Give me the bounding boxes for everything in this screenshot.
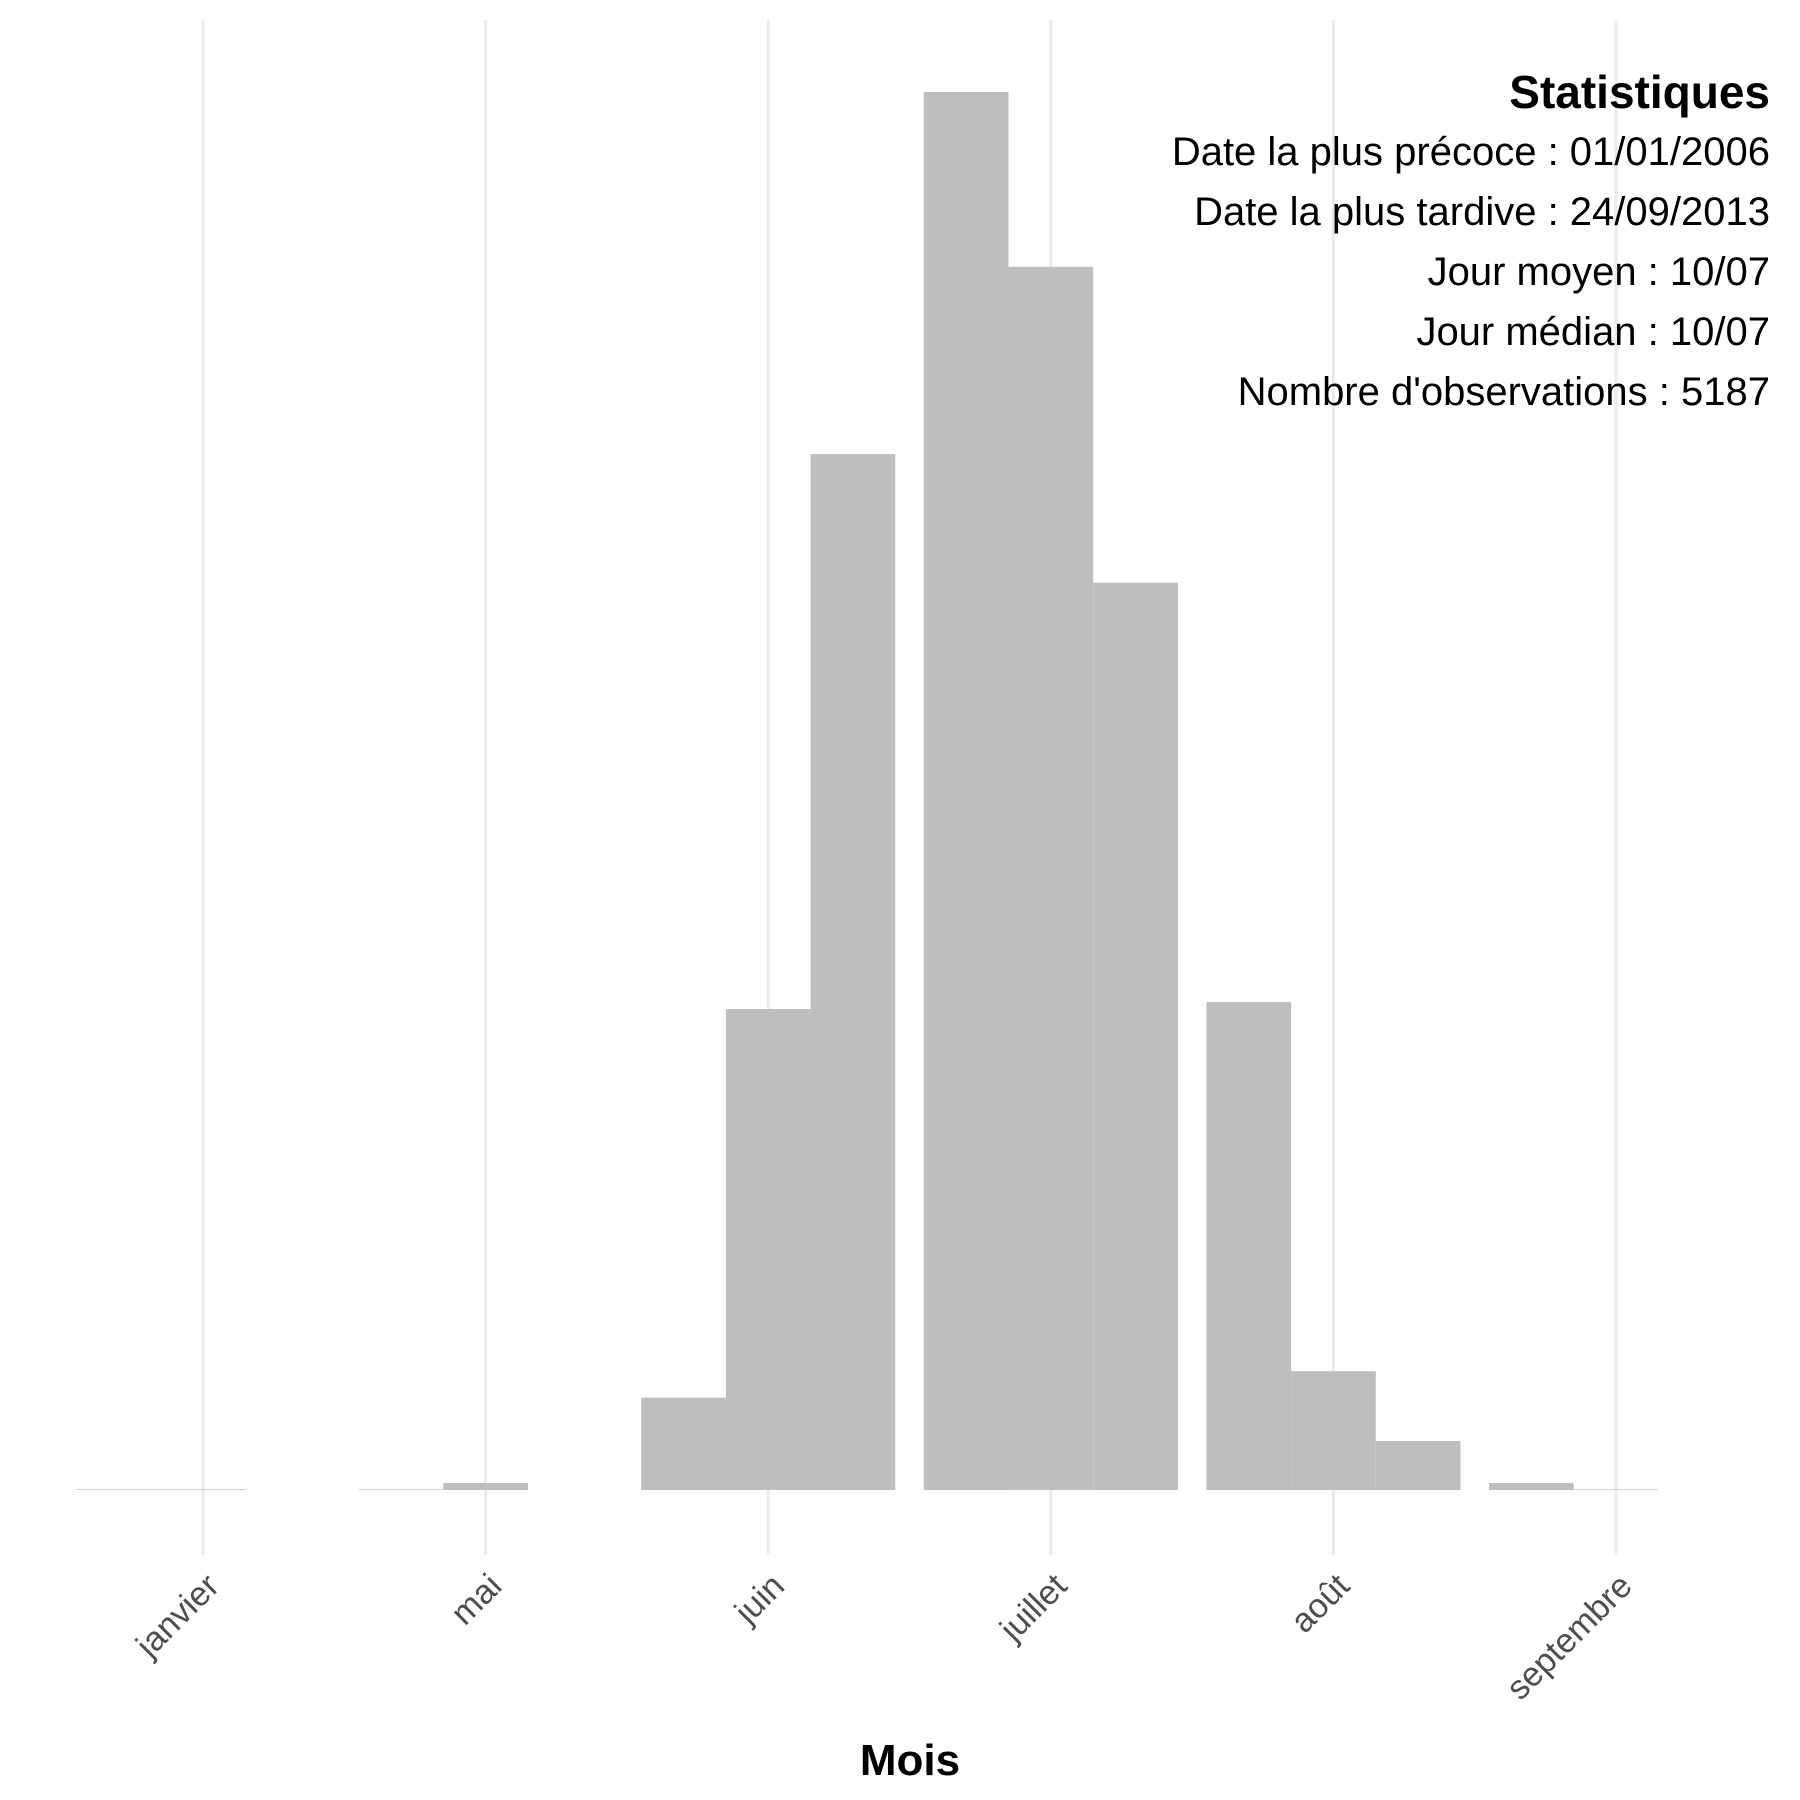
bar-janvier-2	[160, 1489, 246, 1490]
bar-juin-2	[725, 1009, 811, 1490]
bar-mai-1	[358, 1489, 444, 1490]
bar-août-1	[1206, 1002, 1292, 1490]
x-tick-label-septembre: septembre	[1499, 1567, 1639, 1707]
stat-earliest-date: Date la plus précoce : 01/01/2006	[1171, 130, 1770, 174]
x-tick-labels: janvier mai juin juillet août septembre	[128, 1566, 1639, 1707]
bar-janvier-1	[76, 1489, 161, 1490]
x-tick-label-juillet: juillet	[992, 1566, 1075, 1649]
statistics-title: Statistiques	[1509, 66, 1770, 118]
statistics-panel: Statistiques Date la plus précoce : 01/0…	[1172, 62, 1770, 422]
bar-août-3	[1375, 1441, 1461, 1490]
bar-juin-1	[641, 1397, 726, 1490]
stat-median-day: Jour médian : 10/07	[1416, 310, 1770, 354]
x-axis-title: Mois	[860, 1736, 960, 1785]
bar-septembre-1	[1489, 1483, 1574, 1490]
stat-latest-date: Date la plus tardive : 24/09/2013	[1194, 190, 1770, 234]
bar-juin-3	[810, 454, 896, 1491]
bar-juillet-2	[1008, 266, 1094, 1491]
x-tick-label-mai: mai	[444, 1567, 510, 1633]
bar-juillet-3	[1093, 582, 1178, 1490]
x-tick-label-juin: juin	[727, 1567, 792, 1632]
x-tick-label-janvier: janvier	[128, 1567, 226, 1665]
bar-septembre-2	[1573, 1489, 1659, 1490]
bar-juillet-1	[923, 92, 1009, 1490]
stat-observation-count: Nombre d'observations : 5187	[1237, 370, 1770, 414]
bar-mai-2	[443, 1483, 528, 1490]
x-tick-label-août: août	[1283, 1566, 1357, 1640]
bars	[76, 92, 1659, 1491]
stat-mean-day: Jour moyen : 10/07	[1427, 250, 1770, 294]
bar-août-2	[1291, 1371, 1376, 1490]
